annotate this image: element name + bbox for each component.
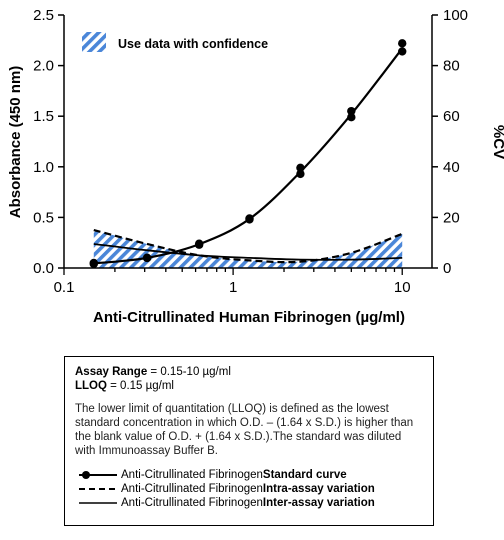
inter-assay-line (93, 243, 403, 261)
y2-tick-label: 0 (443, 260, 451, 277)
legend-name: Inter-assay variation (262, 497, 375, 509)
standard-curve-point (347, 113, 356, 122)
legend-name: Standard curve (262, 469, 347, 481)
standard-curve-point (89, 258, 98, 268)
x-axis-title: Anti-Citrullinated Human Fibrinogen (µg/… (93, 309, 405, 326)
lloq: LLOQ = 0.15 µg/ml (75, 379, 423, 393)
standard-curve-point (296, 169, 305, 179)
standard-curve-line (93, 47, 404, 265)
lloq-value: = 0.15 µg/ml (106, 380, 174, 392)
y2-axis-title: %CV (490, 125, 504, 159)
x-tick-label: 0.1 (54, 279, 75, 296)
assay-range: Assay Range = 0.15-10 µg/ml (75, 365, 423, 379)
standard-curve-point (347, 106, 356, 116)
y-tick-label: 1.5 (33, 108, 54, 125)
chart-legend: Use data with confidence (82, 32, 268, 52)
confidence-hatched-area (93, 230, 403, 268)
legend-swatch-inter-assay (79, 502, 117, 504)
assay-range-label: Assay Range (75, 366, 148, 378)
assay-info-box: Assay Range = 0.15-10 µg/ml LLOQ = 0.15 … (64, 356, 434, 526)
y-tick-label: 1.0 (33, 159, 54, 176)
lloq-label: LLOQ (75, 380, 107, 392)
standard-curve-point (296, 163, 305, 173)
standard-curve-point (194, 239, 204, 248)
y-tick-label: 0.5 (33, 209, 54, 226)
lloq-description: The lower limit of quantitation (LLOQ) i… (75, 403, 414, 457)
y2-tick-label: 20 (443, 209, 460, 226)
legend-prefix: Anti-Citrullinated Fibrinogen (121, 469, 263, 481)
y-tick-label: 2.5 (33, 7, 54, 24)
legend-label: Use data with confidence (118, 37, 268, 51)
legend-name: Intra-assay variation (262, 483, 375, 495)
standard-curve-point (245, 214, 254, 223)
axes: 0.0 0.5 1.0 1.5 2.0 2.5 0 20 40 60 80 100 0.1 1 10 (33, 7, 468, 296)
standard-curve-chart: 0.0 0.5 1.0 1.5 2.0 2.5 0 20 40 60 80 100 0.1 1 10 Use… (7, 7, 504, 326)
legend-hatch-swatch (82, 32, 106, 52)
legend-prefix: Anti-Citrullinated Fibrinogen (121, 483, 263, 495)
legend-prefix: Anti-Citrullinated Fibrinogen (121, 497, 263, 509)
legend-swatch-standard-curve (79, 471, 117, 479)
legend-row-intra-assay: Anti-Citrullinated Fibrinogen Intra-assa… (75, 482, 423, 496)
x-tick-label: 1 (229, 279, 237, 296)
intra-assay-line (93, 228, 403, 264)
confidence-area (93, 230, 403, 268)
series (89, 39, 407, 269)
y2-tick-label: 100 (443, 7, 468, 24)
assay-range-value: = 0.15-10 µg/ml (147, 366, 231, 378)
series-legend: Anti-Citrullinated Fibrinogen Standard c… (75, 468, 423, 510)
y2-tick-label: 80 (443, 58, 460, 75)
y2-tick-label: 40 (443, 159, 460, 176)
standard-curve-point (398, 39, 407, 48)
standard-curve-point (142, 253, 152, 263)
x-tick-label: 10 (394, 279, 411, 296)
legend-row-inter-assay: Anti-Citrullinated Fibrinogen Inter-assa… (75, 496, 423, 510)
y-tick-label: 2.0 (33, 58, 54, 75)
y-tick-label: 0.0 (33, 260, 54, 277)
legend-swatch-intra-assay (79, 488, 117, 490)
standard-curve-point (398, 47, 407, 56)
legend-row-standard-curve: Anti-Citrullinated Fibrinogen Standard c… (75, 468, 423, 482)
y-axis-title: Absorbance (450 nm) (7, 66, 24, 219)
y2-tick-label: 60 (443, 108, 460, 125)
